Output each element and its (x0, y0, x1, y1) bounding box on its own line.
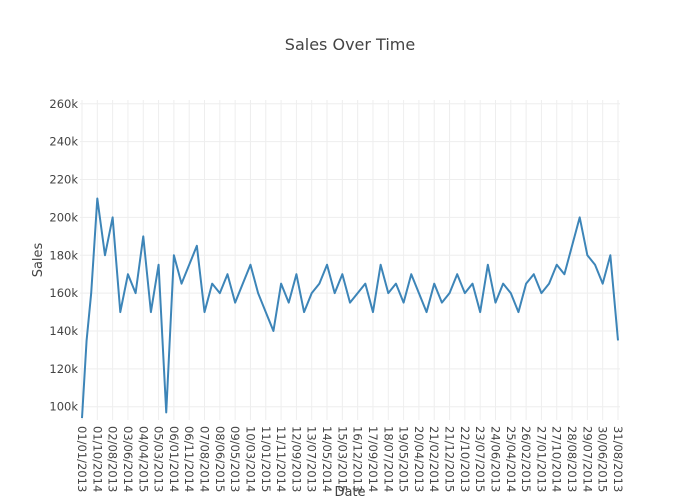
x-tick-label: 27/01/2013 (534, 426, 548, 492)
y-tick-label: 120k (49, 362, 78, 376)
x-tick-label: 06/01/2014 (167, 426, 181, 492)
y-tick-label: 100k (49, 400, 78, 414)
x-tick-label: 14/05/2014 (320, 426, 334, 492)
x-tick-label: 07/08/2014 (198, 426, 212, 492)
x-tick-label: 24/06/2013 (488, 426, 502, 492)
x-tick-label: 01/01/2013 (75, 426, 89, 492)
x-tick-label: 19/05/2015 (397, 426, 411, 492)
x-tick-label: 27/10/2014 (550, 426, 564, 492)
y-tick-label: 240k (49, 135, 78, 149)
x-tick-label: 09/05/2013 (228, 426, 242, 492)
x-tick-label: 21/02/2014 (427, 426, 441, 492)
x-axis-title: Date (334, 485, 365, 500)
x-tick-label: 06/11/2014 (182, 426, 196, 492)
x-tick-label: 21/12/2015 (443, 426, 457, 492)
y-tick-label: 200k (49, 210, 78, 224)
grid-layer (80, 100, 620, 420)
x-tick-label: 31/08/2013 (611, 426, 625, 492)
x-tick-label: 28/08/2013 (565, 426, 579, 492)
x-tick-label: 17/09/2014 (366, 426, 380, 492)
x-tick-label: 26/02/2015 (519, 426, 533, 492)
y-tick-label: 260k (49, 97, 78, 111)
y-axis-ticks: 100k 120k 140k 160k 180k 200k 220k 240k 260k (49, 97, 78, 414)
x-tick-label: 08/06/2015 (213, 426, 227, 492)
x-axis-ticks: 01/01/2013 01/10/2014 02/08/2013 03/06/2014… (75, 426, 625, 492)
x-tick-label: 02/08/2013 (106, 426, 120, 492)
x-tick-label: 01/10/2014 (90, 426, 104, 492)
x-tick-label: 29/07/2014 (580, 426, 594, 492)
x-tick-label: 04/04/2015 (136, 426, 150, 492)
series-layer (81, 197, 619, 419)
chart-title: Sales Over Time (285, 35, 415, 54)
x-tick-label: 22/10/2013 (458, 426, 472, 492)
x-tick-label: 18/07/2014 (381, 426, 395, 492)
y-tick-label: 160k (49, 286, 78, 300)
x-tick-label: 15/03/2015 (335, 426, 349, 492)
x-tick-label: 03/06/2014 (121, 426, 135, 492)
x-tick-label: 23/07/2015 (473, 426, 487, 492)
y-axis-title: Sales (31, 242, 46, 277)
x-tick-label: 30/06/2015 (596, 426, 610, 492)
x-tick-label: 20/04/2013 (412, 426, 426, 492)
y-tick-label: 180k (49, 248, 78, 262)
series-line (81, 197, 619, 419)
x-tick-label: 13/07/2013 (305, 426, 319, 492)
x-tick-label: 11/11/2014 (274, 426, 288, 492)
x-tick-label: 25/04/2014 (504, 426, 518, 492)
x-tick-label: 16/12/2013 (351, 426, 365, 492)
x-tick-label: 11/01/2015 (259, 426, 273, 492)
x-tick-label: 10/03/2014 (243, 426, 257, 492)
y-tick-label: 140k (49, 324, 78, 338)
x-tick-label: 05/03/2013 (152, 426, 166, 492)
x-tick-label: 12/09/2013 (289, 426, 303, 492)
y-tick-label: 220k (49, 173, 78, 187)
